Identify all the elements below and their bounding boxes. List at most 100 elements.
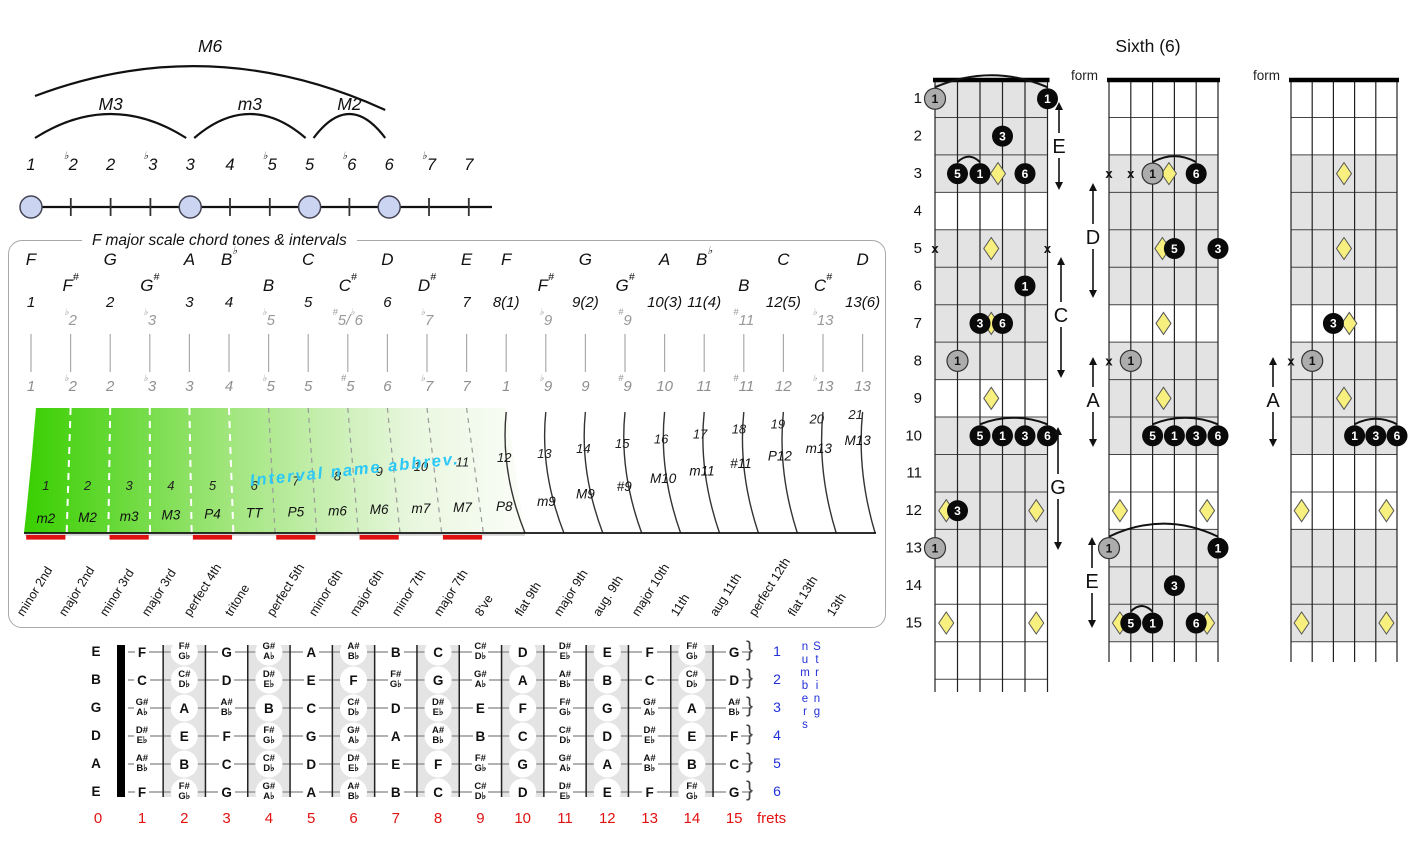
fret-number: 13 [641,810,658,827]
semitone-number: 21 [847,407,862,422]
fret-number: 12 [598,810,616,827]
fan-degree: ♭5 [262,372,275,395]
finger-dot-label: 1 [1171,429,1178,443]
fret-note: A# B♭ [347,641,360,662]
note-halo [424,666,452,694]
panel-note: F# [62,270,79,295]
finger-dot-label: 3 [1215,242,1222,256]
arrow-up-icon [1089,183,1097,191]
finger-dot-label: 6 [999,317,1006,331]
caged-form-letter: E [1085,571,1098,593]
panel-note: A [183,250,196,269]
note-halo [509,750,537,778]
fan-divider [268,407,276,534]
inlay-diamond-marker [1335,386,1353,411]
finger-dot [1163,238,1185,260]
note-halo [678,638,706,666]
semitone-number: 10 [414,459,429,474]
fret-number: 3 [222,810,231,827]
finger-dot [1120,612,1142,634]
fret-note: D [602,729,613,744]
note-halo [678,778,706,806]
fret-number: 14 [683,810,701,827]
inlay-diamond-marker [983,236,1000,261]
semitone-number: 17 [693,426,708,441]
note-halo [170,666,198,694]
string-number: 5 [773,755,781,771]
form-fret-number: 7 [914,315,922,332]
fret-number: 9 [476,810,485,827]
finger-dot [969,312,991,334]
panel-note: A [658,250,671,269]
finger-dot-label: 3 [1330,317,1337,331]
fan-degree: 12 [775,378,792,395]
fan-ext-divider [860,411,876,534]
fret-note: F [630,784,670,802]
semitone-number: 12 [497,450,512,465]
note-halo [509,722,537,750]
note-halo [255,638,283,666]
fret-number: 8 [433,810,443,827]
interval-abbrev: M2 [78,510,97,525]
red-interval-bar [359,535,399,540]
finger-dot-label: 1 [1106,541,1113,555]
finger-dot [1207,238,1229,260]
fret-note: A [291,644,331,662]
interval-name: major 6th [347,567,387,619]
finger-dot [992,312,1013,334]
interval-abbrev: M13 [845,433,872,448]
finger-dot [969,163,991,185]
finger-dot-label: 5 [954,167,961,181]
fret-note: F# G♭ [178,641,191,662]
note-halo [678,694,706,722]
panel-degree: 4 [224,294,234,311]
fret-number: 6 [349,810,358,827]
string-number: 4 [773,727,781,743]
string-number: 1 [773,643,781,659]
scale-degree: 6 [384,156,394,174]
scale-degree: ♭3 [143,150,158,174]
note-halo [509,694,537,722]
finger-dot-label: 3 [954,504,961,518]
fan-degree: 13 [854,378,871,395]
arrow-up-icon [1055,102,1063,110]
finger-dot-label: 1 [954,354,961,368]
form-fret-number: 11 [906,465,922,482]
fan-degree: ♭7 [420,372,434,395]
finger-dot [1037,88,1058,110]
finger-dot-label: 6 [1044,429,1051,443]
tie-arc [1354,417,1398,426]
note-halo [170,694,198,722]
interval-name: major 10th [629,561,673,619]
root-finger-dot [1141,162,1164,185]
interval-name: 11th [668,591,693,619]
finger-dot [1365,425,1387,447]
finger-dot-label: 6 [1394,429,1401,443]
semitone-number: 4 [167,478,174,493]
fret-note: D# E♭ [347,753,360,774]
fan-degree: 1 [26,378,36,395]
finger-dot [1207,425,1229,447]
fret-note: F# G♭ [685,641,698,662]
chord-tone-dot [297,195,322,219]
inlay-diamond-marker [1160,161,1178,186]
finger-dot-label: 6 [1193,167,1200,181]
inlay-diamond-marker [1378,611,1395,635]
string-end-brace: } [746,666,754,689]
fret-note: G# A♭ [133,697,151,718]
interval-name: perfect 5th [263,561,308,619]
root-finger-dot [923,87,947,110]
fret-note: D# E♭ [556,781,574,802]
finger-dot-label: 3 [1372,429,1379,443]
panel-note: G [103,250,117,269]
tie-arc [1152,155,1197,164]
panel-degree: 5 [304,294,313,311]
fret-note: A [602,757,613,772]
interval-arc [193,112,307,139]
interval-name: perfect 4th [180,561,224,619]
fret-note: F [122,784,162,802]
interval-name: minor 2nd [13,564,56,619]
finger-dot [947,500,968,522]
tie-arc [956,155,981,163]
interval-name: major 7th [430,567,471,619]
